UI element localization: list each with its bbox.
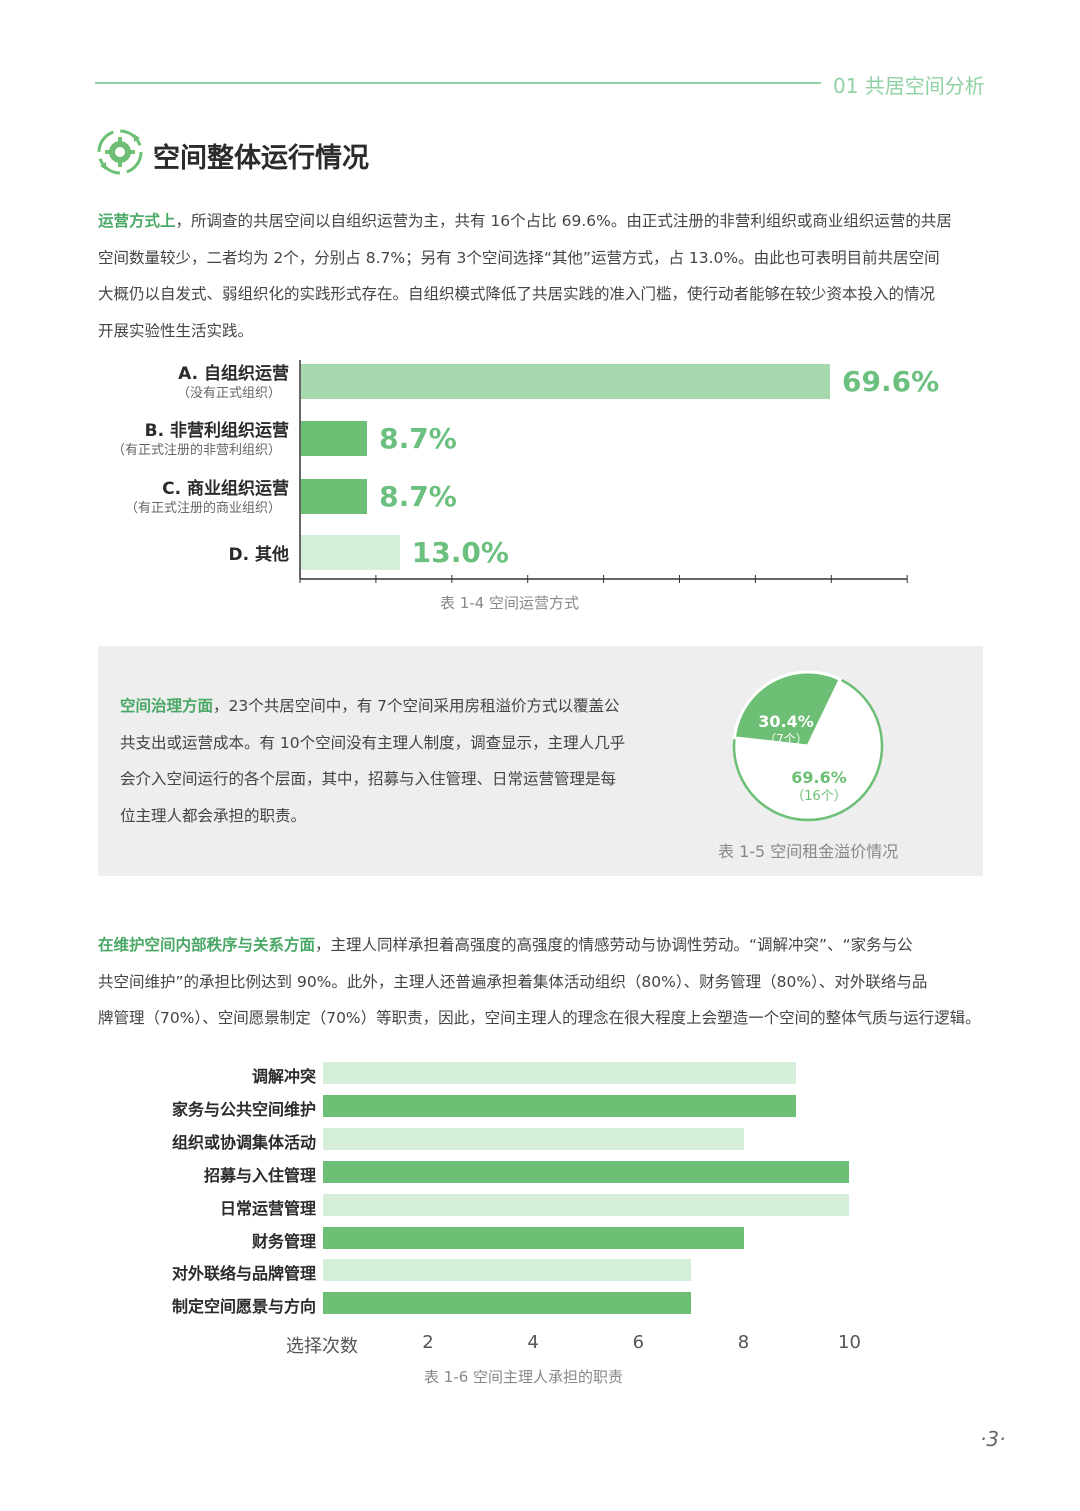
page-number: ·3· <box>980 1427 1006 1451</box>
x-axis-title: 选择次数 <box>286 1336 358 1357</box>
operation-bar <box>301 479 368 514</box>
chart-caption: 表 1-4 空间运营方式 <box>440 594 580 612</box>
responsibility-bar <box>323 1094 797 1117</box>
rent-premium-pie: 30.4%（7个） 69.6% （16个） <box>732 670 884 822</box>
paragraph-lead: 空间治理方面 <box>120 697 214 715</box>
pie-value-label: 69.6% <box>791 768 847 787</box>
category-label: A. 自组织运营 <box>178 364 289 384</box>
gear-cycle-icon <box>97 129 143 175</box>
governance-paragraph: 空间治理方面，23个共居空间中，有 7个空间采用房租溢价方式以覆盖公 共支出或运… <box>120 688 680 834</box>
bar-value-label: 8.7% <box>379 422 457 455</box>
paragraph-text: 共支出或运营成本。有 10个空间没有主理人制度，调查显示，主理人几乎 <box>120 733 626 752</box>
x-axis-tick-label: 8 <box>737 1332 750 1353</box>
responsibility-bar <box>323 1226 744 1249</box>
category-label: 对外联络与品牌管理 <box>171 1264 316 1284</box>
paragraph-text: 牌管理（70%）、空间愿景制定（70%）等职责，因此，空间主理人的理念在很大程度… <box>98 1009 981 1027</box>
pie-count-label: （7个） <box>764 732 808 746</box>
bar-value-label: 69.6% <box>842 365 940 398</box>
paragraph-text: 共空间维护”的承担比例达到 90%。此外，主理人还普遍承担着集体活动组织（80%… <box>98 972 928 991</box>
paragraph-lead: 运营方式上 <box>98 212 176 230</box>
operation-mode-axes <box>299 360 908 583</box>
operation-bar <box>301 364 830 399</box>
paragraph-text: 开展实验性生活实践。 <box>98 321 254 340</box>
header-divider <box>95 82 821 84</box>
category-label: 家务与公共空间维护 <box>171 1099 316 1119</box>
operation-paragraph: 运营方式上，所调查的共居空间以自组织运营为主，共有 16个占比 69.6%。由正… <box>98 203 983 349</box>
category-label: B. 非营利组织运营 <box>144 421 289 441</box>
paragraph-text: ，主理人同样承担着高强度的高强度的情感劳动与协调性劳动。“调解冲突”、“家务与公 <box>315 936 913 954</box>
paragraph-text: 会介入空间运行的各个层面，其中，招募与入住管理、日常运营管理是每 <box>120 770 617 788</box>
page-title: 空间整体运行情况 <box>153 143 369 174</box>
responsibility-bar <box>323 1193 849 1216</box>
operation-bar <box>301 535 400 570</box>
pie-caption: 表 1-5 空间租金溢价情况 <box>718 842 899 861</box>
responsibility-bar <box>323 1062 797 1084</box>
paragraph-lead: 在维护空间内部秩序与关系方面 <box>98 936 316 954</box>
responsibility-paragraph: 在维护空间内部秩序与关系方面，主理人同样承担着高强度的高强度的情感劳动与协调性劳… <box>98 927 983 1037</box>
chart-caption: 表 1-6 空间主理人承担的职责 <box>424 1368 624 1386</box>
category-sublabel: （有正式注册的商业组织） <box>124 501 281 516</box>
operation-bar <box>301 421 368 456</box>
pie-count-label: （16个） <box>791 789 847 804</box>
responsibility-bar <box>323 1160 849 1183</box>
category-sublabel: （没有正式组织） <box>176 386 281 401</box>
bar-value-label: 8.7% <box>379 480 457 513</box>
x-axis-tick-label: 10 <box>838 1332 861 1353</box>
category-label: C. 商业组织运营 <box>162 479 289 499</box>
paragraph-text: 大概仍以自发式、弱组织化的实践形式存在。自组织模式降低了共居实践的准入门槛，使行… <box>98 285 936 303</box>
pie-slice <box>732 670 843 748</box>
category-label: 财务管理 <box>251 1231 316 1251</box>
category-label: 调解冲突 <box>251 1067 316 1086</box>
category-label: 招募与入住管理 <box>203 1165 316 1185</box>
x-axis-tick-label: 2 <box>422 1332 434 1353</box>
category-label: 日常运营管理 <box>219 1198 316 1218</box>
category-sublabel: （有正式注册的非营利组织） <box>111 443 281 458</box>
paragraph-text: ，所调查的共居空间以自组织运营为主，共有 16个占比 69.6%。由正式注册的非… <box>175 212 952 230</box>
paragraph-text: 位主理人都会承担的职责。 <box>120 806 307 825</box>
section-tag: 01 共居空间分析 <box>833 74 985 98</box>
category-label: D. 其他 <box>228 545 290 565</box>
pie-value-label: 30.4% <box>758 712 814 731</box>
responsibility-bar <box>323 1127 744 1150</box>
responsibility-bar <box>323 1292 692 1315</box>
x-axis-tick-label: 6 <box>632 1332 645 1353</box>
paragraph-text: ，23个共居空间中，有 7个空间采用房租溢价方式以覆盖公 <box>213 697 620 715</box>
x-axis-tick-label: 4 <box>527 1332 539 1353</box>
paragraph-text: 空间数量较少，二者均为 2个，分别占 8.7%；另有 3个空间选择“其他”运营方… <box>98 248 940 267</box>
category-label: 制定空间愿景与方向 <box>171 1297 316 1317</box>
responsibility-bar <box>323 1259 692 1282</box>
category-label: 组织或协调集体活动 <box>171 1132 316 1152</box>
bar-value-label: 13.0% <box>411 536 509 569</box>
